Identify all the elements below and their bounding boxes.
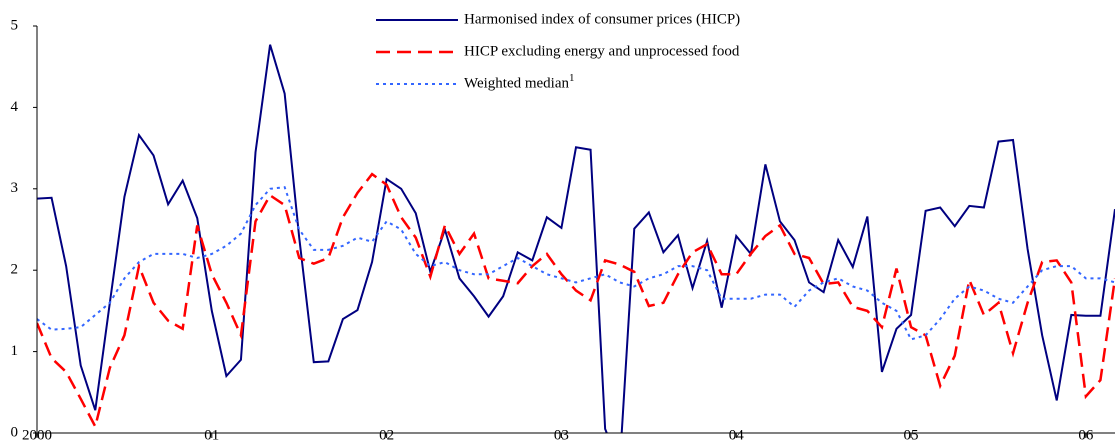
y-tick-label: 1 — [11, 343, 19, 359]
x-tick-label: 03 — [554, 427, 569, 443]
x-tick-label: 06 — [1078, 427, 1094, 443]
legend-superscript: 1 — [569, 72, 575, 84]
y-tick-label: 4 — [11, 99, 19, 115]
y-tick-label: 0 — [11, 424, 19, 440]
y-tick-label: 2 — [11, 262, 19, 278]
series-line — [37, 172, 1115, 430]
x-tick-label: 04 — [729, 427, 745, 443]
x-tick-label: 02 — [379, 427, 394, 443]
legend-label: HICP excluding energy and unprocessed fo… — [464, 43, 740, 59]
legend-label: Harmonised index of consumer prices (HIC… — [464, 11, 740, 27]
series-line — [37, 186, 1115, 341]
x-tick-label: 01 — [204, 427, 219, 443]
y-tick-label: 5 — [11, 17, 19, 33]
legend-label: Weighted median1 — [464, 72, 575, 92]
y-tick-label: 3 — [11, 180, 19, 196]
series-line — [37, 44, 1115, 433]
x-tick-label: 05 — [904, 427, 919, 443]
plot-area — [37, 44, 1115, 433]
x-tick-label: 2000 — [22, 427, 52, 443]
